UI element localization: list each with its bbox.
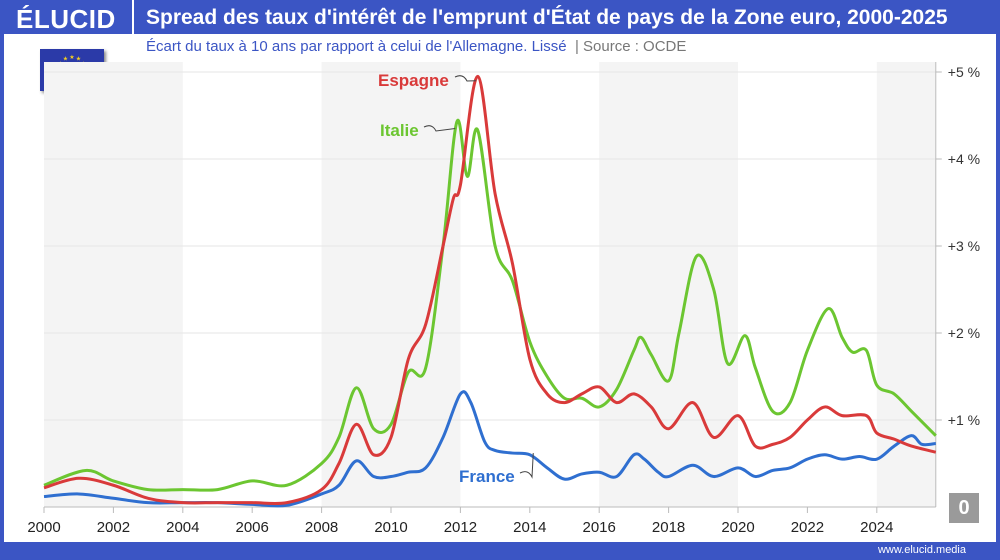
- chart-title: Spread des taux d'intérêt de l'emprunt d…: [146, 6, 948, 29]
- divider: [132, 0, 134, 34]
- logo: ÉLUCID: [16, 4, 116, 34]
- shaded-band: [876, 62, 936, 507]
- x-tick-label: 2010: [374, 519, 407, 536]
- series-label-france: France: [459, 467, 515, 486]
- series-line-france: [43, 390, 936, 508]
- y-tick-label: +2 %: [948, 325, 980, 341]
- x-tick-label: 2012: [444, 519, 477, 536]
- shaded-band: [599, 62, 738, 507]
- footer-url[interactable]: www.elucid.media: [877, 544, 966, 556]
- svg-text:★: ★: [76, 56, 81, 63]
- shaded-band: [44, 62, 183, 507]
- y-tick-label: +5 %: [948, 64, 980, 80]
- x-tick-label: 2002: [97, 519, 130, 536]
- x-tick-label: 2004: [166, 519, 199, 536]
- y-tick-label: +3 %: [948, 238, 980, 254]
- x-tick-label: 2020: [721, 519, 754, 536]
- label-leader: [519, 453, 534, 479]
- series-label-italie: Italie: [380, 121, 419, 140]
- label-leader: [423, 125, 456, 132]
- y-tick-label: +4 %: [948, 151, 980, 167]
- x-tick-label: 2016: [583, 519, 616, 536]
- svg-text:★: ★: [69, 54, 74, 61]
- x-tick-label: 2000: [27, 519, 60, 536]
- svg-text:★: ★: [63, 56, 68, 63]
- series-label-espagne: Espagne: [378, 71, 449, 90]
- x-tick-label: 2018: [652, 519, 685, 536]
- label-leader: [454, 75, 477, 82]
- chart-subtitle: Écart du taux à 10 ans par rapport à cel…: [146, 38, 686, 55]
- x-tick-label: 2024: [860, 519, 893, 536]
- y-tick-label: +1 %: [948, 412, 980, 428]
- series-line-espagne: [43, 74, 937, 506]
- x-tick-label: 2022: [791, 519, 824, 536]
- subtitle-text: Écart du taux à 10 ans par rapport à cel…: [146, 38, 567, 55]
- x-tick-label: 2008: [305, 519, 338, 536]
- x-tick-label: 2014: [513, 519, 546, 536]
- source-text: | Source : OCDE: [574, 38, 687, 55]
- zero-badge: 0: [949, 493, 979, 523]
- series-line-italie: [43, 118, 937, 492]
- x-tick-label: 2006: [236, 519, 269, 536]
